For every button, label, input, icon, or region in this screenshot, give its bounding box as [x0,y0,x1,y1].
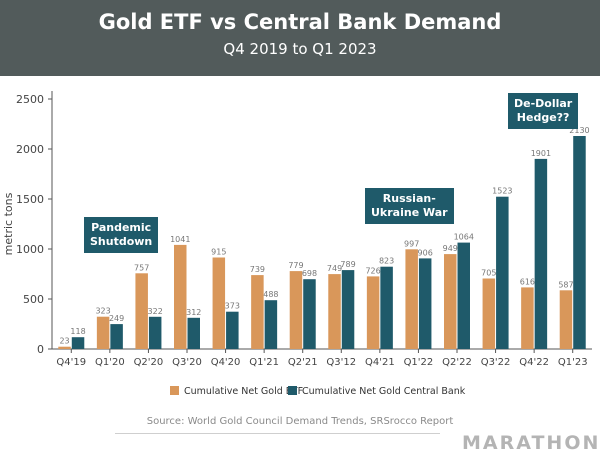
bar-central-bank [534,158,548,349]
y-axis-label: metric tons [2,192,15,255]
bar-etf [289,271,303,349]
bar-etf [328,274,341,349]
data-label-etf: 587 [558,280,573,289]
annotation-russia-ukraine: Russian- Ukraine War [365,188,454,224]
legend-swatch-etf [170,386,179,395]
bar-central-bank [71,337,85,349]
data-label-central-bank: 789 [340,260,355,269]
data-label-etf: 949 [443,244,458,253]
bar-central-bank [341,270,355,349]
bar-central-bank [148,316,162,349]
x-tick-label: Q3'12 [326,357,356,368]
x-tick-label: Q1'23 [558,357,588,368]
bar-central-bank [303,279,316,349]
bar-etf [521,287,534,349]
chart-title: Gold ETF vs Central Bank Demand [98,10,502,34]
data-label-central-bank: 906 [418,248,433,257]
y-tick-label: 500 [23,293,44,306]
annotation-russia-ukraine-line1: Russian- [382,192,436,205]
y-tick-label: 0 [37,343,44,356]
legend-label-etf: Cumulative Net Gold ETF [184,386,303,397]
bar-etf [251,275,264,349]
data-label-central-bank: 698 [302,269,317,278]
data-label-central-bank: 118 [70,327,85,336]
data-label-central-bank: 1523 [492,187,512,196]
data-label-etf: 997 [404,239,419,248]
data-label-etf: 915 [211,248,226,257]
x-tick-label: Q2'22 [442,357,472,368]
x-tick-label: Q3'22 [481,357,511,368]
annotation-russia-ukraine-line2: Ukraine War [371,206,448,219]
bar-etf [366,276,380,349]
bar-etf [174,244,187,349]
bar-etf [58,346,71,349]
x-tick-label: Q1'22 [404,357,434,368]
x-tick-label: Q1'21 [249,357,279,368]
bar-chart: 0 500 1000 1500 2000 2500 metric tons Q4'19 2311… [2,91,592,397]
bar-etf [212,257,226,349]
bar-etf [482,278,496,349]
data-label-etf: 23 [59,337,69,346]
data-label-central-bank: 1901 [531,149,551,158]
data-label-etf: 779 [288,261,303,270]
data-label-etf: 726 [365,266,380,275]
annotation-pandemic-line2: Shutdown [90,235,153,248]
bar-central-bank [380,266,393,349]
bar-etf [135,273,148,349]
data-label-central-bank: 373 [225,302,240,311]
data-label-etf: 749 [327,264,342,273]
data-label-etf: 323 [95,307,110,316]
bar-central-bank [573,136,586,349]
data-label-central-bank: 1064 [454,233,474,242]
annotation-de-dollar: De-Dollar Hedge?? [508,93,579,129]
y-tick-label: 2500 [16,93,44,106]
x-tick-label: Q1'20 [95,357,125,368]
bar-central-bank [226,311,239,349]
data-label-etf: 757 [134,263,149,272]
legend-label-central-bank: Cumulative Net Gold Central Bank [302,386,466,397]
data-label-central-bank: 322 [148,307,163,316]
y-tick-label: 1500 [16,193,44,206]
chart-header: Gold ETF vs Central Bank Demand Q4 2019 … [0,0,600,76]
x-tick-label: Q4'22 [519,357,549,368]
bar-central-bank [457,242,470,349]
bar-central-bank [418,258,432,349]
bar-central-bank [264,300,278,349]
bar-etf [96,316,110,349]
bar-central-bank [187,317,200,349]
bar-central-bank [110,324,123,349]
data-label-etf: 739 [250,265,265,274]
data-label-central-bank: 2130 [569,126,589,135]
bar-etf [559,290,573,349]
x-tick-label: Q4'20 [211,357,241,368]
x-tick-label: Q4'21 [365,357,395,368]
x-tick-label: Q2'20 [134,357,164,368]
annotation-de-dollar-line2: Hedge?? [516,111,570,124]
data-label-etf: 616 [520,277,535,286]
annotation-pandemic: Pandemic Shutdown [84,217,159,253]
data-label-central-bank: 249 [109,314,124,323]
brand-logo: MARATHON [462,432,600,454]
data-label-central-bank: 488 [263,290,278,299]
source-divider [115,433,440,434]
chart-subtitle: Q4 2019 to Q1 2023 [223,40,377,58]
annotation-de-dollar-line1: De-Dollar [514,97,573,110]
x-tick-label: Q4'19 [56,357,86,368]
x-tick-label: Q3'20 [172,357,202,368]
data-label-etf: 705 [481,269,496,278]
annotation-pandemic-line1: Pandemic [91,221,152,234]
data-label-etf: 1041 [170,235,190,244]
bar-etf [444,254,457,349]
bar-etf [405,249,418,349]
y-tick-label: 2000 [16,143,44,156]
data-label-central-bank: 823 [379,257,394,266]
y-tick-label: 1000 [16,243,44,256]
data-label-central-bank: 312 [186,308,201,317]
source-note: Source: World Gold Council Demand Trends… [146,416,454,427]
x-tick-label: Q2'21 [288,357,318,368]
bar-central-bank [496,196,509,349]
legend-swatch-central-bank [288,386,297,395]
